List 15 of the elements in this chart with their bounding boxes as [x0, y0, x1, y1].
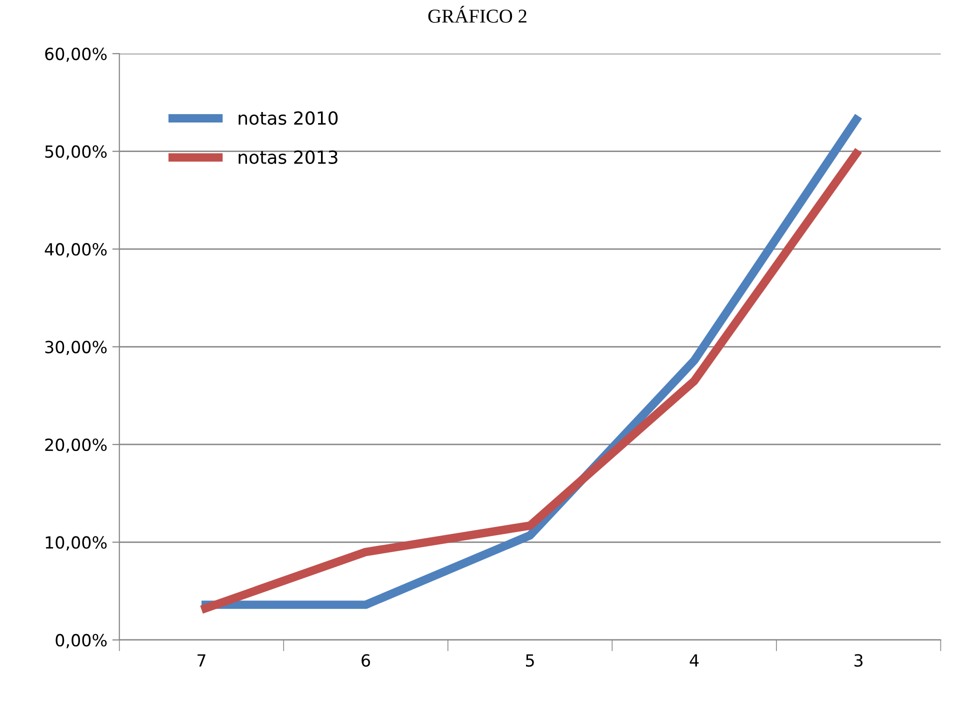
x-tick-label: 5 — [526, 654, 534, 667]
x-tick-label: 4 — [690, 654, 699, 666]
y-tick-label: 0,00% — [56, 634, 107, 648]
legend-label: notas 2010 — [238, 111, 338, 125]
legend-label: notas 2013 — [238, 150, 338, 164]
y-tick-label: 10,00% — [46, 536, 107, 550]
x-tick-label: 7 — [198, 654, 206, 666]
y-tick-label: 60,00% — [45, 48, 107, 62]
chart-title: GRÁFICO 2 — [428, 6, 526, 23]
x-tick-label: 3 — [854, 654, 863, 667]
y-tick-label: 30,00% — [45, 340, 107, 356]
y-tick-label: 20,00% — [45, 438, 107, 453]
x-tick-label: 6 — [362, 654, 370, 667]
y-tick-label: 50,00% — [45, 145, 107, 160]
y-tick-label: 40,00% — [44, 243, 107, 258]
